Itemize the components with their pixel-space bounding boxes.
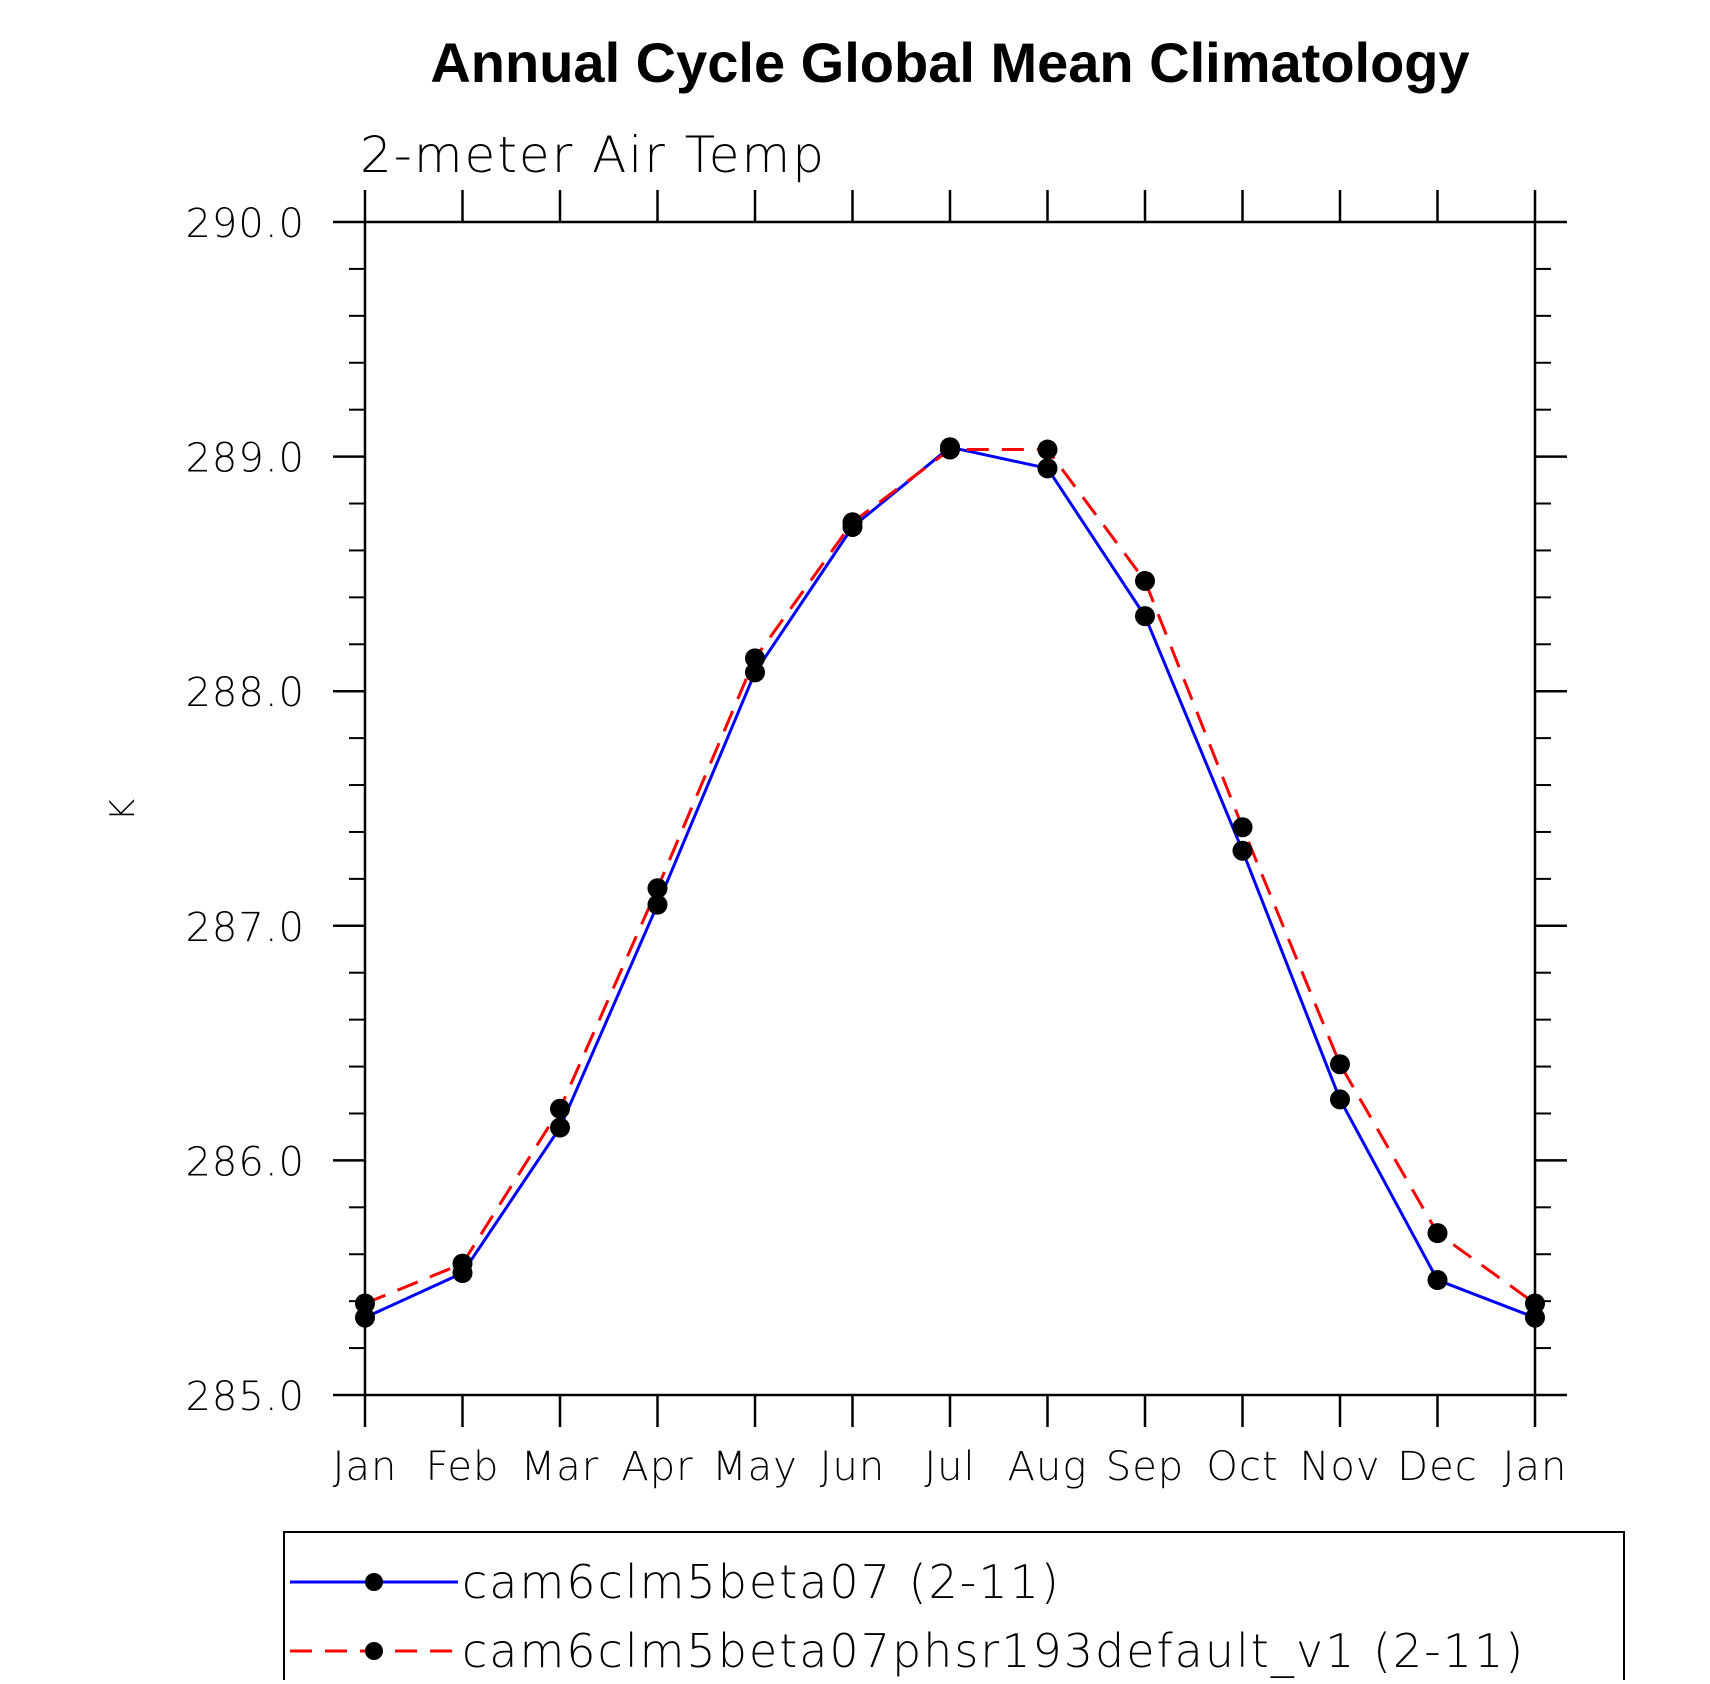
y-tick-label: 286.0 bbox=[185, 1139, 305, 1185]
y-axis-label: K bbox=[103, 799, 143, 821]
y-tick-label: 287.0 bbox=[185, 905, 305, 951]
series-2-point bbox=[940, 439, 960, 460]
series-1-point bbox=[1037, 458, 1058, 479]
plot-frame bbox=[363, 220, 1537, 1397]
legend-marker-2 bbox=[365, 1642, 383, 1660]
legend-entry-1: cam6clm5beta07 (2-11) bbox=[290, 1555, 1061, 1609]
y-tick-label: 288.0 bbox=[185, 670, 305, 716]
series-1-point bbox=[1135, 606, 1155, 627]
legend-entry-2: cam6clm5beta07phsr193default_v1 (2-11) bbox=[290, 1624, 1525, 1678]
series-2-point bbox=[1427, 1223, 1448, 1244]
x-tick-label: Jan bbox=[333, 1444, 398, 1490]
x-tick-label: Nov bbox=[1299, 1444, 1380, 1490]
x-tick-label: Dec bbox=[1397, 1444, 1477, 1490]
x-tick-label: Jun bbox=[820, 1444, 886, 1490]
legend-label-2: cam6clm5beta07phsr193default_v1 (2-11) bbox=[462, 1624, 1525, 1678]
x-tick-label: Feb bbox=[426, 1444, 500, 1490]
series-2-point bbox=[647, 878, 668, 899]
series-1-point bbox=[745, 662, 765, 683]
y-tick-label: 289.0 bbox=[185, 436, 305, 482]
series-layer bbox=[355, 437, 1545, 1328]
legend-label-1: cam6clm5beta07 (2-11) bbox=[462, 1555, 1061, 1609]
axes-layer: Jan Feb Mar Apr May Jun Jul Aug Sep Oct Nov Dec Jan 2… bbox=[185, 190, 1567, 1490]
chart-subtitle: 2-meter Air Temp bbox=[360, 126, 826, 184]
legend-marker-1 bbox=[365, 1573, 383, 1591]
x-tick-label: May bbox=[712, 1444, 798, 1490]
series-line-2 bbox=[364, 448, 1536, 1305]
x-tick-label: Mar bbox=[521, 1444, 599, 1490]
series-1-point bbox=[647, 894, 668, 915]
series-2-point bbox=[1525, 1293, 1545, 1314]
series-1-point bbox=[1427, 1270, 1448, 1291]
series-2-point bbox=[745, 648, 765, 669]
legend-box bbox=[283, 1531, 1625, 1684]
series-2-point bbox=[550, 1098, 570, 1119]
series-2-point bbox=[1037, 439, 1058, 460]
series-1-point bbox=[1525, 1307, 1545, 1328]
series-1-point bbox=[355, 1307, 375, 1328]
series-2-point bbox=[1232, 817, 1253, 838]
series-line-1 bbox=[364, 445, 1536, 1319]
x-tick-label: Jul bbox=[924, 1444, 975, 1490]
series-1-point bbox=[550, 1117, 570, 1138]
series-2-point bbox=[355, 1293, 375, 1314]
series-2-point bbox=[1330, 1054, 1350, 1075]
x-tick-label: Aug bbox=[1008, 1444, 1088, 1490]
x-tick-label: Sep bbox=[1106, 1444, 1184, 1490]
x-tick-label: Oct bbox=[1206, 1444, 1278, 1490]
series-1-point bbox=[1232, 840, 1253, 861]
series-2-point bbox=[452, 1253, 473, 1274]
x-tick-label: Apr bbox=[621, 1444, 693, 1490]
y-tick-label: 290.0 bbox=[185, 201, 305, 247]
series-2-point bbox=[842, 512, 863, 533]
x-tick-label: Jan bbox=[1503, 1444, 1568, 1490]
series-1-point bbox=[1330, 1089, 1350, 1110]
chart-title: Annual Cycle Global Mean Climatology bbox=[430, 31, 1469, 94]
series-2-point bbox=[1135, 570, 1155, 591]
y-tick-label: 285.0 bbox=[185, 1374, 305, 1420]
